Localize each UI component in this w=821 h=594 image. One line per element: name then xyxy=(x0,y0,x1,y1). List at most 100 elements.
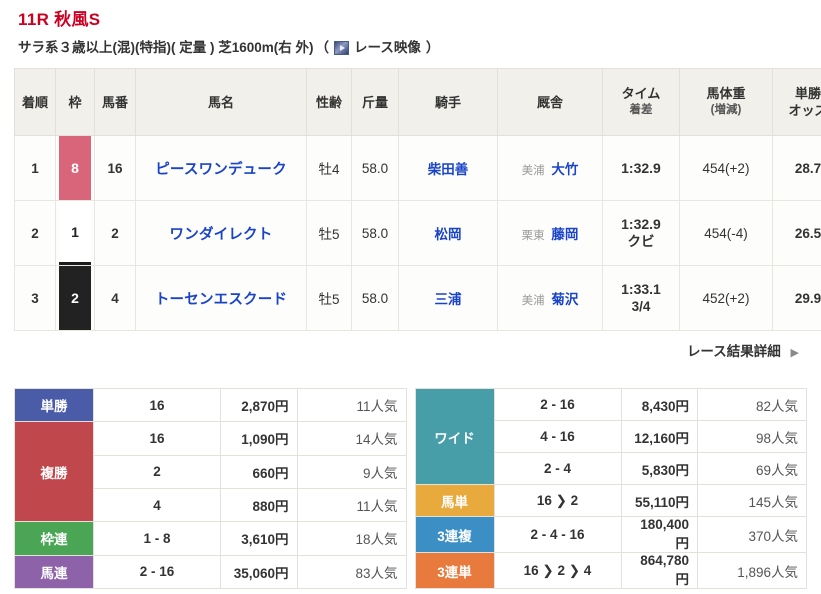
race-movie-link[interactable]: レース映像 xyxy=(334,38,421,57)
cell-win-odds: 29.9 xyxy=(772,265,821,331)
table-header-row: 着順 枠 馬番 馬名 性齢 斤量 騎手 厩舎 タイム 着差 馬体重 (増減) 単… xyxy=(14,68,821,136)
cell-weight-carried: 58.0 xyxy=(351,200,399,266)
cell-time: 1:32.9 クビ xyxy=(602,200,680,266)
finish-time: 1:32.9 xyxy=(621,159,661,176)
race-result-detail-link[interactable]: レース結果詳細 xyxy=(686,344,781,359)
cell-horse-weight: 452(+2) xyxy=(679,265,773,331)
payout-popularity: 14人気 xyxy=(296,421,407,456)
cell-umaban: 16 xyxy=(94,135,136,201)
payout-combination: 2 - 4 - 16 xyxy=(493,516,622,553)
payout-amount: 8,430円 xyxy=(620,388,698,421)
payout-combination: 1 - 8 xyxy=(93,521,221,556)
cell-rank: 2 xyxy=(14,200,56,266)
cell-time: 1:33.1 3/4 xyxy=(602,265,680,331)
horse-name-link[interactable]: トーセンエスクード xyxy=(154,291,288,308)
finish-time: 1:32.9 xyxy=(621,216,661,232)
payout-combination: 2 - 16 xyxy=(493,388,622,421)
table-row[interactable]: 3 2 4 トーセンエスクード 牡5 58.0 三浦 美浦 菊沢 1: xyxy=(14,265,821,331)
payout-row: 枠連 1 - 8 3,610円 18人気 xyxy=(14,521,407,556)
race-conditions: サラ系３歳以上(混)(特指)( 定量 ) 芝1600m(右 外) （ レース映像… xyxy=(18,38,821,57)
payout-row: 2 660円 9人気 xyxy=(15,454,407,489)
payout-combination: 4 - 16 xyxy=(493,420,622,453)
cell-horse-name: ワンダイレクト xyxy=(135,200,307,266)
table-row[interactable]: 2 1 2 ワンダイレクト 牡5 58.0 松岡 栗東 藤岡 1:32 xyxy=(14,200,821,266)
table-row[interactable]: 1 8 16 ピースワンデューク 牡4 58.0 柴田善 美浦 大竹 xyxy=(14,135,821,201)
payout-combination: 16 xyxy=(93,387,221,423)
payout-amount: 12,160円 xyxy=(620,420,698,453)
payout-row: 馬連 2 - 16 35,060円 83人気 xyxy=(14,554,407,590)
cell-horse-weight: 454(+2) xyxy=(679,135,773,201)
payout-amount: 880円 xyxy=(220,487,298,523)
cell-stable: 栗東 藤岡 xyxy=(497,200,603,266)
trainer-link[interactable]: 菊沢 xyxy=(551,292,579,307)
cell-jockey: 松岡 xyxy=(398,200,498,266)
cell-win-odds: 26.5 xyxy=(772,200,821,266)
cell-sex-age: 牡5 xyxy=(306,200,352,266)
payout-amount: 180,400円 xyxy=(620,516,698,553)
payout-section: 単勝 16 2,870円 11人気 複勝 16 1,090円 14人気 2 660円 9人気 4 880… xyxy=(0,387,821,590)
column-header-rank: 着順 xyxy=(14,68,56,136)
cell-jockey: 柴田善 xyxy=(398,135,498,201)
cell-sex-age: 牡4 xyxy=(306,135,352,201)
payout-row: 2 - 4 5,830円 69人気 xyxy=(415,452,807,485)
column-header-horse-name: 馬名 xyxy=(135,68,307,136)
payout-popularity: 145人気 xyxy=(697,484,807,517)
payout-popularity: 370人気 xyxy=(697,516,807,553)
cell-stable: 美浦 大竹 xyxy=(497,135,603,201)
payout-popularity: 11人気 xyxy=(296,487,407,523)
payout-popularity: 83人気 xyxy=(296,554,407,590)
payout-row: 4 - 16 12,160円 98人気 xyxy=(415,420,807,453)
column-header-odds: 単勝 オッズ xyxy=(772,68,821,136)
jockey-link[interactable]: 松岡 xyxy=(434,227,462,242)
finish-margin: 3/4 xyxy=(631,299,651,314)
payout-popularity: 18人気 xyxy=(296,521,407,556)
payout-type-label: 枠連 xyxy=(14,521,94,556)
column-header-jockey: 騎手 xyxy=(398,68,498,136)
payout-type-label: 馬連 xyxy=(14,554,94,590)
waku-badge: 1 xyxy=(59,201,91,265)
paren-close: ） xyxy=(425,40,440,55)
horse-name-link[interactable]: ワンダイレクト xyxy=(169,226,273,243)
chevron-right-icon: ▶ xyxy=(790,347,799,359)
column-header-waku: 枠 xyxy=(55,68,95,136)
payout-row: 複勝 16 1,090円 14人気 xyxy=(14,421,407,523)
payout-row: 単勝 16 2,870円 11人気 xyxy=(14,387,407,423)
horse-name-link[interactable]: ピースワンデューク xyxy=(155,161,287,178)
payout-amount: 5,830円 xyxy=(620,452,698,485)
race-movie-label: レース映像 xyxy=(354,40,421,55)
payout-popularity: 11人気 xyxy=(296,387,407,423)
payout-table-left: 単勝 16 2,870円 11人気 複勝 16 1,090円 14人気 2 660円 9人気 4 880… xyxy=(14,387,407,590)
payout-row: 3連複 2 - 4 - 16 180,400円 370人気 xyxy=(414,516,807,553)
cell-time: 1:32.9 xyxy=(602,135,680,201)
cell-rank: 3 xyxy=(14,265,56,331)
waku-badge: 2 xyxy=(59,266,91,330)
payout-amount: 35,060円 xyxy=(220,554,298,590)
payout-type-label: 3連複 xyxy=(414,516,495,553)
payout-amount: 864,780円 xyxy=(620,552,698,589)
payout-amount: 2,870円 xyxy=(220,387,298,423)
jockey-link[interactable]: 三浦 xyxy=(434,292,462,307)
payout-amount: 55,110円 xyxy=(620,484,698,517)
trainer-link[interactable]: 藤岡 xyxy=(551,227,579,242)
race-result-table: 着順 枠 馬番 馬名 性齢 斤量 騎手 厩舎 タイム 着差 馬体重 (増減) 単… xyxy=(14,68,821,331)
cell-stable: 美浦 菊沢 xyxy=(497,265,603,331)
payout-table-right: ワイド 2 - 16 8,430円 82人気 4 - 16 12,160円 98人気 2 - … xyxy=(414,388,807,589)
payout-combination: 2 xyxy=(93,454,221,489)
payout-popularity: 9人気 xyxy=(296,454,407,489)
play-video-icon xyxy=(334,40,350,55)
waku-badge: 8 xyxy=(59,136,91,200)
trainer-link[interactable]: 大竹 xyxy=(551,162,579,177)
jockey-link[interactable]: 柴田善 xyxy=(427,162,469,177)
column-header-time: タイム 着差 xyxy=(602,68,680,136)
cell-sex-age: 牡5 xyxy=(306,265,352,331)
payout-popularity: 82人気 xyxy=(697,388,807,421)
payout-combination: 16 ❯ 2 xyxy=(493,484,622,517)
cell-umaban: 2 xyxy=(94,200,136,266)
payout-type-label: ワイド xyxy=(414,388,495,485)
cell-waku: 2 xyxy=(55,265,95,331)
payout-combination: 16 ❯ 2 ❯ 4 xyxy=(493,552,622,589)
stable-region-label: 美浦 xyxy=(521,295,545,307)
column-header-horse-weight: 馬体重 (増減) xyxy=(679,68,773,136)
stable-region-label: 美浦 xyxy=(521,165,545,177)
